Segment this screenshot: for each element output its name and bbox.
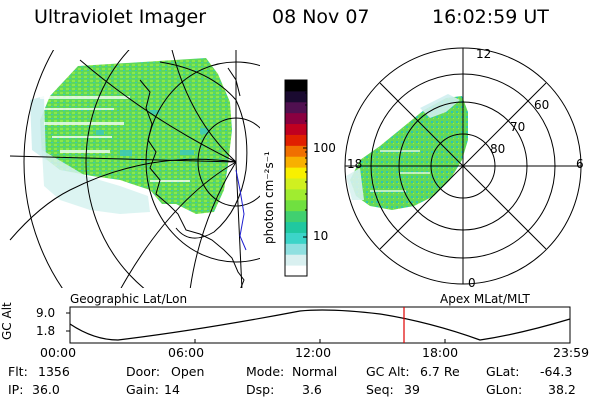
mlat-label-80: 80 bbox=[490, 142, 506, 156]
colorbar-segment bbox=[285, 123, 307, 135]
colorbar-segment bbox=[285, 101, 307, 114]
glon-value: 38.2 bbox=[548, 382, 576, 397]
seq-value: 39 bbox=[404, 382, 420, 397]
colorbar-segment bbox=[285, 243, 307, 255]
door-value: Open bbox=[171, 364, 205, 379]
glon-label: GLon: bbox=[486, 382, 523, 397]
date-label: 08 Nov 07 bbox=[272, 6, 370, 28]
glat-value: -64.3 bbox=[540, 364, 573, 379]
alt-tick-9: 9.0 bbox=[36, 306, 56, 320]
colorbar-segment bbox=[285, 112, 307, 125]
colorbar-segment bbox=[285, 134, 307, 146]
colorbar bbox=[285, 80, 307, 277]
colorbar-tick-10: 10 bbox=[313, 229, 329, 243]
mlt-label-6: 6 bbox=[576, 157, 584, 171]
gc-alt-label: GC Alt: bbox=[366, 364, 410, 379]
gc-alt-axis-label: GC Alt bbox=[0, 302, 14, 340]
colorbar-segment bbox=[285, 145, 307, 157]
colorbar-segment bbox=[285, 265, 307, 277]
mode-value: Normal bbox=[292, 364, 338, 379]
mlt-label-12: 12 bbox=[476, 47, 492, 61]
polar-map bbox=[344, 47, 582, 285]
colorbar-segment bbox=[285, 210, 307, 223]
glat-label: GLat: bbox=[486, 364, 520, 379]
time-label: 16:02:59 UT bbox=[432, 6, 549, 28]
geo-aurora-image bbox=[9, 50, 260, 288]
ip-value: 36.0 bbox=[32, 382, 60, 397]
colorbar-segment bbox=[285, 188, 307, 201]
colorbar-segment bbox=[285, 199, 307, 212]
altitude-plot bbox=[66, 306, 571, 344]
flt-label: Flt: bbox=[8, 364, 28, 379]
dsp-label: Dsp: bbox=[246, 382, 275, 397]
gain-label: Gain: bbox=[126, 382, 159, 397]
colorbar-segment bbox=[285, 90, 307, 103]
instrument-title: Ultraviolet Imager bbox=[34, 6, 207, 28]
dsp-value: 3.6 bbox=[302, 382, 322, 397]
time-tick-1200: 12:00 bbox=[295, 345, 332, 360]
colorbar-segment bbox=[285, 167, 307, 179]
colorbar-tick-100: 100 bbox=[313, 141, 336, 155]
gain-value: 14 bbox=[164, 382, 180, 397]
colorbar-segment bbox=[285, 254, 307, 266]
mlt-label-0: 0 bbox=[468, 276, 476, 290]
colorbar-segment bbox=[285, 80, 307, 92]
colorbar-segment bbox=[285, 221, 307, 233]
alt-tick-1.8: 1.8 bbox=[36, 324, 56, 338]
time-tick-1800: 18:00 bbox=[422, 345, 459, 360]
mlat-label-70: 70 bbox=[510, 120, 526, 134]
colorbar-segment bbox=[285, 232, 307, 244]
time-tick-2359: 23:59 bbox=[553, 345, 590, 360]
flt-value: 1356 bbox=[38, 364, 70, 379]
mode-label: Mode: bbox=[246, 364, 285, 379]
time-tick-0000: 00:00 bbox=[40, 345, 77, 360]
colorbar-unit-label: photon cm⁻²s⁻¹ bbox=[262, 151, 276, 244]
time-tick-0600: 06:00 bbox=[168, 345, 205, 360]
geo-map-label: Geographic Lat/Lon bbox=[70, 292, 188, 306]
door-label: Door: bbox=[126, 364, 161, 379]
ip-label: IP: bbox=[8, 382, 24, 397]
colorbar-segment bbox=[285, 156, 307, 168]
colorbar-segment bbox=[285, 178, 307, 190]
gc-alt-value: 6.7 Re bbox=[420, 364, 460, 379]
mlat-label-60: 60 bbox=[534, 98, 550, 112]
seq-label: Seq: bbox=[366, 382, 394, 397]
polar-map-label: Apex MLat/MLT bbox=[440, 292, 530, 306]
mlt-label-18: 18 bbox=[347, 157, 363, 171]
